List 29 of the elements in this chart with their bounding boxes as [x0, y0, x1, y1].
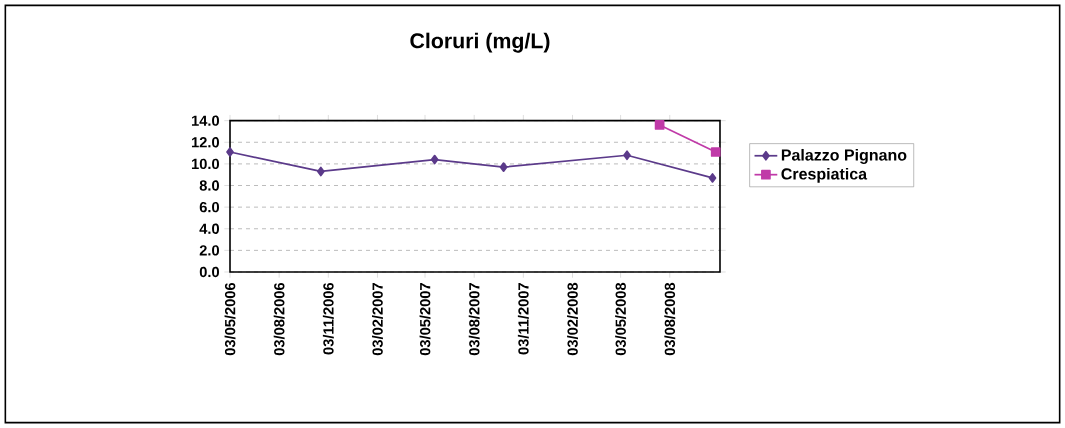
point [316, 166, 325, 177]
y-tick-label: 6.0 [199, 201, 219, 213]
y-tick-label: 12.0 [191, 137, 219, 148]
legend-label: Crespiatica [781, 167, 868, 183]
x-tick-label: 03/08/2008 [664, 282, 676, 356]
point [430, 154, 439, 165]
point [226, 147, 234, 157]
legend-label: Palazzo Pignano [781, 148, 907, 164]
x-tick-label: 03/11/2006 [322, 282, 334, 355]
x-tick-label: 03/05/2006 [224, 282, 236, 356]
y-tick-label: 2.0 [199, 245, 219, 256]
chart-title: Cloruri (mg/L) [410, 32, 550, 53]
y-tick-label: 0.0 [199, 266, 219, 278]
x-tick-label: 03/08/2007 [468, 283, 480, 356]
point [710, 147, 721, 157]
y-tick-label: 14.0 [191, 115, 219, 126]
point [708, 173, 717, 183]
y-tick-label: 8.0 [199, 180, 219, 191]
point [654, 120, 665, 130]
x-tick-label: 03/05/2008 [615, 282, 627, 356]
point [499, 162, 508, 173]
y-tick-label: 10.0 [191, 158, 219, 170]
point [623, 150, 631, 161]
y-tick-label: 4.0 [199, 223, 219, 234]
x-tick-label: 03/02/2007 [372, 283, 383, 356]
x-tick-label: 03/11/2007 [517, 283, 529, 355]
x-tick-label: 03/08/2006 [273, 282, 285, 356]
x-tick-label: 03/05/2007 [419, 283, 431, 356]
x-tick-label: 03/02/2008 [567, 282, 578, 356]
